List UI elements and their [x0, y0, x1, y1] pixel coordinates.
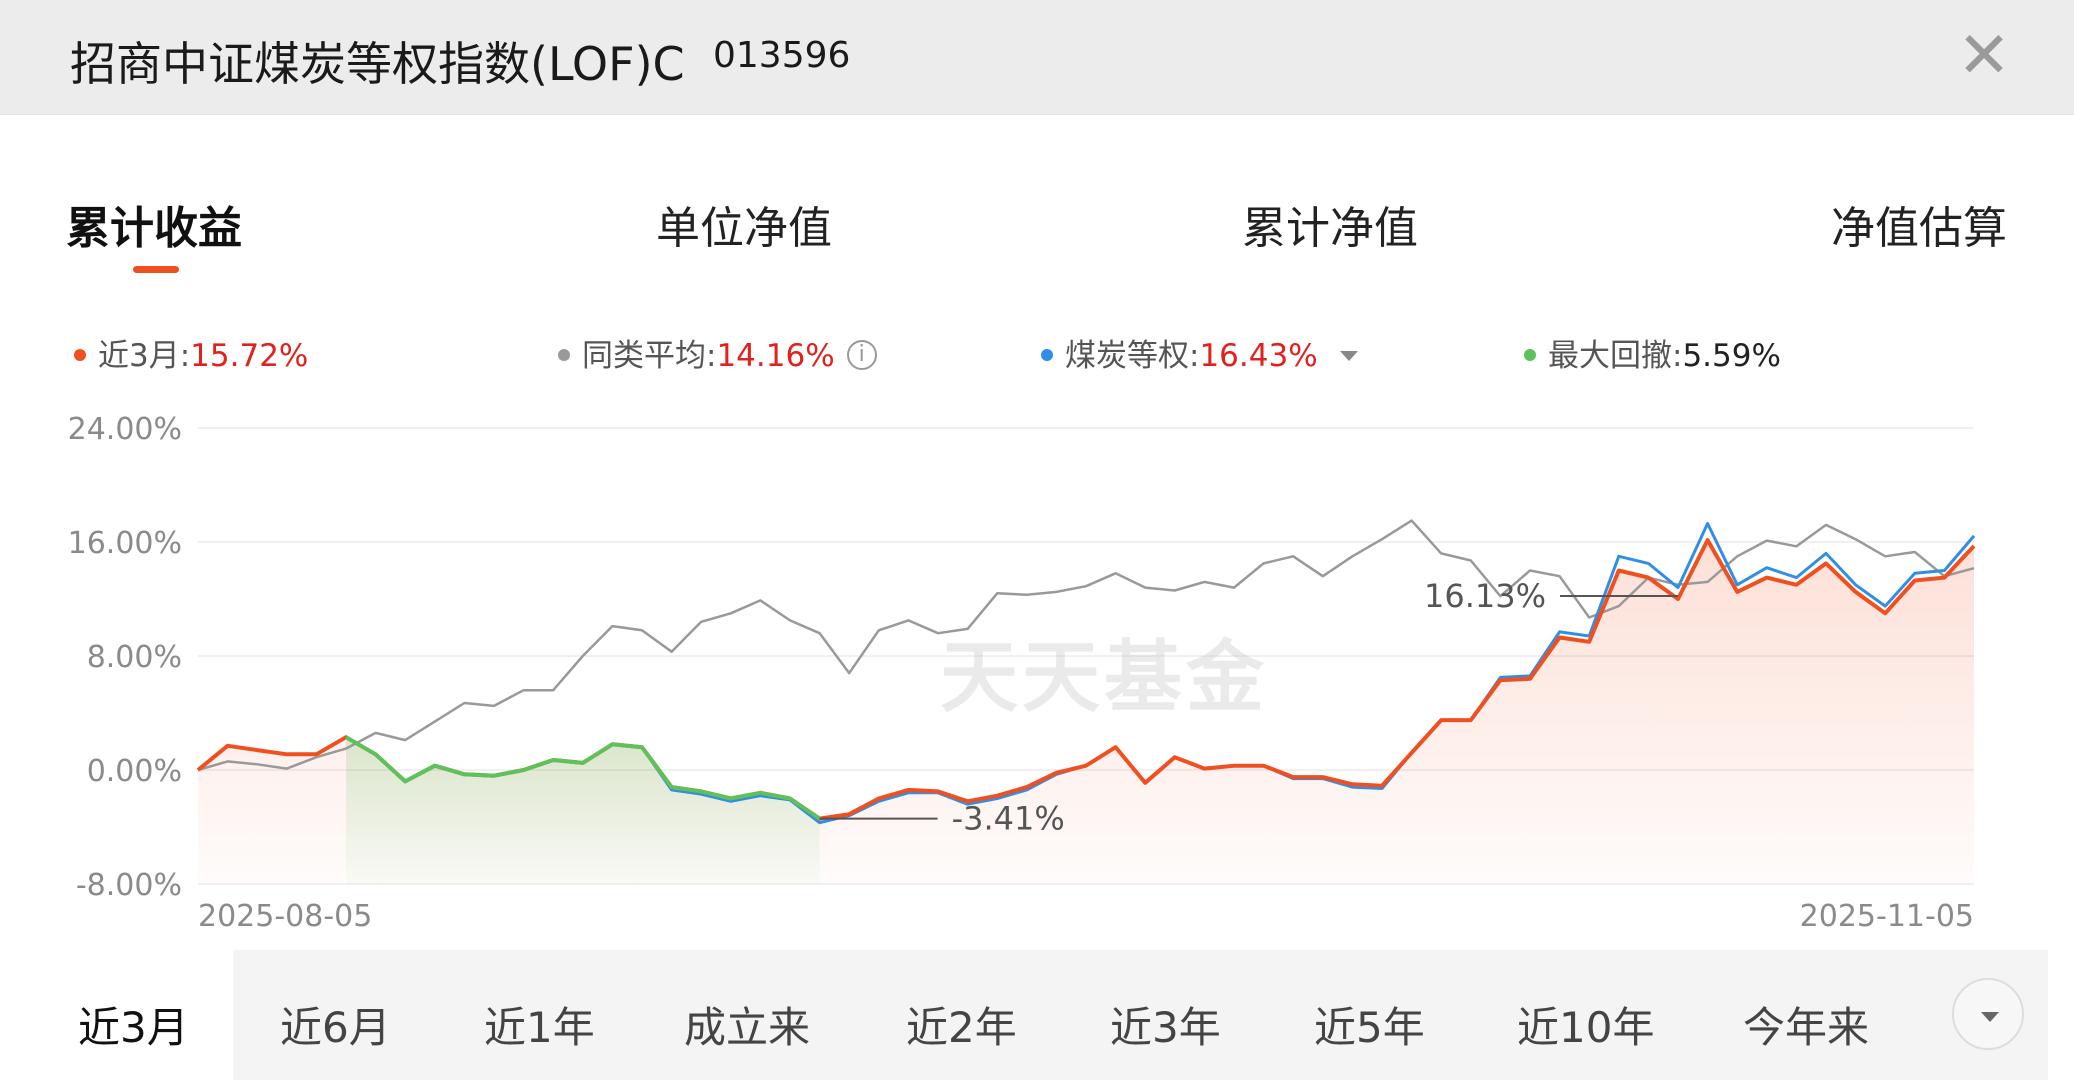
watermark: 天天基金 — [940, 632, 1269, 723]
y-tick-label: -8.00% — [76, 868, 182, 903]
tab-nav-estimate[interactable]: 净值估算 — [1831, 203, 2007, 254]
y-tick-label: 16.00% — [68, 526, 182, 561]
header-bar: 招商中证煤炭等权指数(LOF)C 013596 ✕ — [0, 0, 2074, 115]
info-icon[interactable]: i — [846, 339, 877, 370]
legend-drawdown: 最大回撤:5.59% — [1524, 330, 1781, 375]
fund-title: 招商中证煤炭等权指数(LOF)C — [70, 37, 685, 91]
range-ytd[interactable]: 今年来 — [1743, 1003, 1870, 1052]
tab-unit-nav[interactable]: 单位净值 — [656, 203, 832, 254]
legend-fund: 近3月:15.72% — [74, 330, 308, 375]
y-tick-label: 0.00% — [87, 754, 182, 789]
legend-fund-label: 近3月: — [98, 338, 191, 374]
range-3y[interactable]: 近3年 — [1110, 1003, 1221, 1052]
return-line-chart[interactable]: 24.00% 16.00% 8.00% 0.00% -8.00% 16.13% -3.41%… — [0, 400, 2074, 940]
legend-peer: 同类平均:14.16% i — [558, 330, 877, 375]
caret-down-icon[interactable] — [1339, 350, 1358, 361]
annotation-low: -3.41% — [952, 800, 1065, 838]
y-tick-label: 8.00% — [87, 640, 182, 675]
legend-drawdown-label: 最大回撤: — [1548, 338, 1683, 374]
close-icon[interactable]: ✕ — [1957, 19, 2011, 93]
annotation-high: 16.13% — [1424, 577, 1546, 615]
legend-peer-value: 14.16% — [716, 338, 835, 374]
y-tick-label: 24.00% — [68, 412, 182, 447]
time-range-selector: 近3月 近6月 近1年 成立来 近2年 近3年 近5年 近10年 今年来 — [0, 950, 2074, 1080]
fund-code: 013596 — [713, 35, 851, 76]
range-1y[interactable]: 近1年 — [484, 1003, 595, 1052]
legend-drawdown-value: 5.59% — [1682, 338, 1781, 374]
range-3m[interactable]: 近3月 — [78, 1003, 189, 1052]
tab-cumulative-return[interactable]: 累计收益 — [66, 203, 242, 254]
range-bar-background — [233, 950, 2048, 1080]
legend-index-value: 16.43% — [1199, 338, 1318, 374]
legend-index-label: 煤炭等权: — [1065, 338, 1200, 374]
drawdown-area — [346, 737, 820, 884]
legend-index[interactable]: 煤炭等权:16.43% — [1041, 330, 1358, 375]
active-tab-indicator — [133, 266, 179, 273]
x-label-start: 2025-08-05 — [198, 899, 372, 934]
tab-cumulative-nav[interactable]: 累计净值 — [1242, 203, 1418, 254]
range-10y[interactable]: 近10年 — [1517, 1003, 1655, 1052]
range-5y[interactable]: 近5年 — [1314, 1003, 1425, 1052]
more-ranges-button[interactable] — [1952, 978, 2024, 1050]
x-label-end: 2025-11-05 — [1800, 899, 1974, 934]
drawdown-line — [344, 735, 821, 821]
legend-dot-fund — [74, 348, 86, 361]
legend-peer-label: 同类平均: — [582, 338, 717, 374]
legend-dot-peer — [558, 348, 570, 361]
legend-fund-value: 15.72% — [190, 338, 309, 374]
chart-legend: 近3月:15.72% 同类平均:14.16% i 煤炭等权:16.43% 最大回撤… — [0, 330, 2074, 380]
legend-dot-index — [1041, 348, 1053, 361]
metric-tabs: 累计收益 单位净值 累计净值 净值估算 — [0, 180, 2074, 280]
range-6m[interactable]: 近6月 — [280, 1003, 391, 1052]
range-since-inception[interactable]: 成立来 — [684, 1003, 811, 1052]
legend-dot-drawdown — [1524, 348, 1536, 361]
chevron-down-icon — [1981, 1012, 1999, 1022]
range-2y[interactable]: 近2年 — [906, 1003, 1017, 1052]
